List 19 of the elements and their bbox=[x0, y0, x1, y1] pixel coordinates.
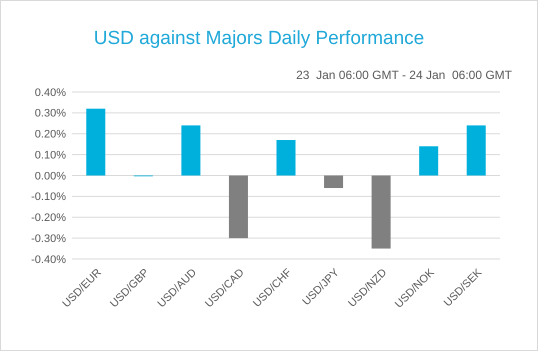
bar bbox=[324, 176, 344, 188]
y-tick-label: -0.40% bbox=[31, 254, 66, 266]
bar bbox=[181, 125, 200, 176]
chart-title: USD against Majors Daily Performance bbox=[94, 28, 424, 49]
bar bbox=[466, 125, 486, 176]
chart-subtitle: 23 Jan 06:00 GMT - 24 Jan 06:00 GMT bbox=[296, 68, 513, 82]
y-tick-label: 0.00% bbox=[34, 170, 66, 182]
bar bbox=[419, 146, 438, 176]
y-tick-label: 0.40% bbox=[34, 86, 66, 99]
y-tick-label: 0.30% bbox=[34, 108, 66, 120]
y-tick-label: -0.30% bbox=[31, 232, 66, 245]
bar bbox=[86, 108, 106, 176]
bar bbox=[372, 176, 391, 249]
bar bbox=[228, 176, 248, 238]
y-tick-label: 0.10% bbox=[34, 149, 66, 162]
y-tick-label: 0.20% bbox=[34, 128, 66, 141]
bar bbox=[276, 140, 296, 176]
y-tick-label: -0.10% bbox=[31, 191, 66, 204]
y-tick-label: -0.20% bbox=[31, 212, 66, 224]
